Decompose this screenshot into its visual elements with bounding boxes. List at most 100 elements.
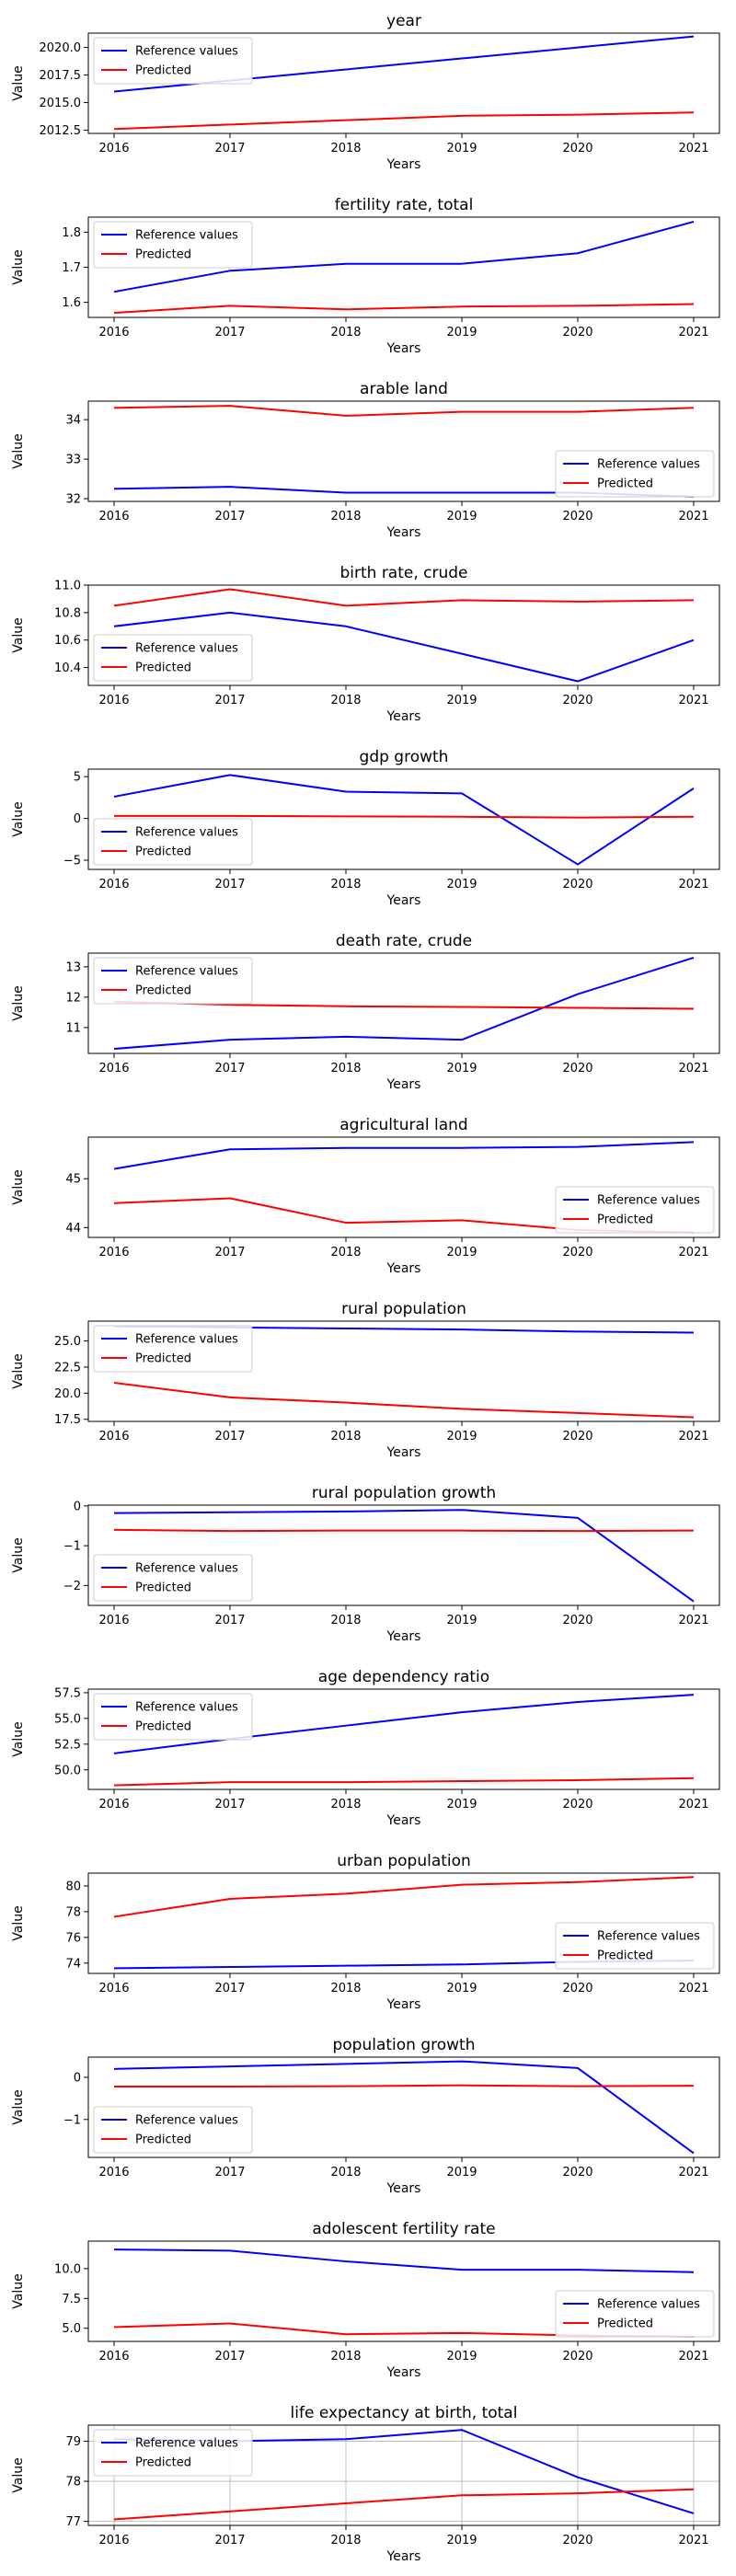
y-tick-label: 10.0 bbox=[54, 2262, 81, 2276]
x-tick-label: 2021 bbox=[678, 1246, 708, 1259]
legend-box bbox=[555, 2290, 715, 2338]
x-tick-label: 2016 bbox=[98, 2534, 129, 2547]
legend-label-predicted: Predicted bbox=[135, 1581, 191, 1595]
y-tick-label: 25.0 bbox=[54, 1335, 81, 1349]
subplot-5: 2016 2017 2018 2019 2020 2021 11 12 13 death rate… bbox=[11, 932, 720, 1092]
legend-label-predicted: Predicted bbox=[135, 1352, 191, 1366]
x-tick-label: 2017 bbox=[214, 1062, 245, 1075]
series-line-predicted bbox=[114, 814, 695, 819]
legend-label-reference: Reference values bbox=[135, 965, 238, 979]
x-tick-label: 2019 bbox=[446, 878, 477, 891]
y-axis-label: Value bbox=[11, 2457, 26, 2492]
axes-frame bbox=[87, 1872, 720, 1974]
series-line-predicted bbox=[113, 1876, 695, 1918]
y-tick-label: 0 bbox=[74, 1500, 81, 1513]
subplot-10: 2016 2017 2018 2019 2020 2021 74 76 78 80 urban po… bbox=[11, 1852, 720, 2012]
x-tick-label: 2017 bbox=[214, 2350, 245, 2363]
subplot-title: urban population bbox=[337, 1852, 471, 1870]
subplot-title: fertility rate, total bbox=[335, 196, 474, 214]
x-tick-label: 2016 bbox=[98, 694, 129, 707]
x-tick-label: 2019 bbox=[446, 1246, 477, 1259]
series-line-reference bbox=[113, 611, 695, 683]
x-tick-label: 2020 bbox=[562, 1246, 592, 1259]
x-axis-label: Years bbox=[386, 1629, 421, 1644]
axes-frame bbox=[87, 2424, 720, 2526]
x-tick-label: 2020 bbox=[562, 1430, 592, 1443]
y-tick-label: 74 bbox=[65, 1957, 81, 1971]
x-axis-label: Years bbox=[386, 893, 421, 908]
legend-box bbox=[93, 221, 253, 269]
y-tick-label: 45 bbox=[65, 1173, 81, 1187]
y-tick-label: 12 bbox=[65, 991, 81, 1005]
x-tick-label: 2021 bbox=[678, 694, 708, 707]
x-tick-label: 2016 bbox=[98, 2350, 129, 2363]
x-axis-label: Years bbox=[386, 709, 421, 724]
y-tick-label: 33 bbox=[65, 454, 81, 467]
subplot-title: age dependency ratio bbox=[318, 1668, 489, 1686]
axes-frame bbox=[87, 2240, 720, 2342]
y-tick-label: 17.5 bbox=[54, 1413, 81, 1427]
y-tick-label: 44 bbox=[65, 1222, 81, 1236]
x-tick-label: 2019 bbox=[446, 1798, 477, 1811]
y-axis-label: Value bbox=[11, 433, 26, 468]
subplot-4: 2016 2017 2018 2019 2020 2021 −5 0 5 gdp growth Ye… bbox=[11, 748, 720, 908]
x-tick-label: 2017 bbox=[214, 1614, 245, 1627]
x-tick-label: 2018 bbox=[330, 142, 361, 155]
x-tick-label: 2020 bbox=[562, 2350, 592, 2363]
x-axis-label: Years bbox=[386, 157, 421, 172]
x-tick-label: 2018 bbox=[330, 1430, 361, 1443]
x-tick-label: 2016 bbox=[98, 1062, 129, 1075]
axes-frame bbox=[87, 1504, 720, 1606]
x-tick-label: 2020 bbox=[562, 878, 592, 891]
legend-box bbox=[555, 1186, 715, 1234]
subplot-title: birth rate, crude bbox=[339, 564, 467, 582]
x-tick-label: 2017 bbox=[214, 878, 245, 891]
y-tick-label: −1 bbox=[63, 1540, 81, 1554]
x-tick-label: 2018 bbox=[330, 1062, 361, 1075]
series-line-predicted bbox=[113, 303, 695, 315]
y-tick-label: 50.0 bbox=[54, 1764, 81, 1777]
y-tick-label: 1.8 bbox=[62, 226, 81, 240]
x-axis-label: Years bbox=[386, 1261, 421, 1276]
legend-label-reference: Reference values bbox=[135, 2437, 238, 2451]
y-tick-label: −2 bbox=[63, 1580, 81, 1593]
x-tick-label: 2018 bbox=[330, 2166, 361, 2179]
x-tick-label: 2019 bbox=[446, 2534, 477, 2547]
x-tick-label: 2016 bbox=[98, 1614, 129, 1627]
subplot-title: adolescent fertility rate bbox=[312, 2220, 495, 2238]
subplot-3: 2016 2017 2018 2019 2020 2021 10.4 10.6 10.8 11.0… bbox=[11, 564, 720, 724]
legend-label-reference: Reference values bbox=[135, 1333, 238, 1347]
y-tick-label: 20.0 bbox=[54, 1387, 81, 1401]
subplot-9: 2016 2017 2018 2019 2020 2021 50.0 52.5 55.0 57.5… bbox=[11, 1668, 720, 1828]
y-tick-label: 32 bbox=[65, 492, 81, 506]
subplot-title: gdp growth bbox=[360, 748, 449, 766]
y-tick-label: 10.6 bbox=[54, 634, 81, 648]
series-line-predicted bbox=[114, 2084, 695, 2088]
legend-label-predicted: Predicted bbox=[135, 2133, 191, 2147]
legend-label-reference: Reference values bbox=[135, 2114, 238, 2128]
x-tick-label: 2019 bbox=[446, 1982, 477, 1995]
legend-label-predicted: Predicted bbox=[135, 64, 191, 78]
subplot-6: 2016 2017 2018 2019 2020 2021 44 45 agricultural… bbox=[11, 1116, 720, 1276]
axes-frame bbox=[87, 32, 720, 134]
y-tick-label: 22.5 bbox=[54, 1361, 81, 1374]
x-tick-label: 2017 bbox=[214, 1798, 245, 1811]
axes-frame bbox=[87, 1136, 720, 1238]
y-tick-label: 1.6 bbox=[62, 296, 81, 310]
y-tick-label: 57.5 bbox=[54, 1686, 81, 1700]
x-tick-label: 2020 bbox=[562, 326, 592, 339]
y-tick-label: 7.5 bbox=[62, 2293, 81, 2306]
x-tick-label: 2019 bbox=[446, 1430, 477, 1443]
y-tick-label: 10.8 bbox=[54, 606, 81, 620]
legend-label-reference: Reference values bbox=[597, 458, 700, 472]
x-tick-label: 2019 bbox=[446, 2166, 477, 2179]
subplot-7: 2016 2017 2018 2019 2020 2021 17.5 20.0 22.5 25.0… bbox=[11, 1300, 720, 1460]
x-tick-label: 2021 bbox=[678, 510, 708, 523]
x-tick-label: 2016 bbox=[98, 878, 129, 891]
legend: Reference values Predicted bbox=[93, 1554, 253, 1602]
legend: Reference values Predicted bbox=[93, 957, 253, 1005]
y-tick-label: 2015.0 bbox=[40, 97, 82, 110]
y-tick-label: 5 bbox=[74, 771, 81, 785]
series-line-reference bbox=[113, 220, 695, 293]
